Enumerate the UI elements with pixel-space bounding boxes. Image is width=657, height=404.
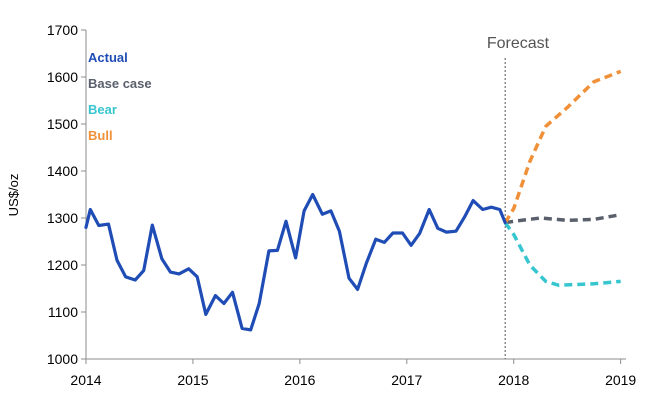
series-line-actual xyxy=(84,192,507,332)
y-tick-label: 1200 xyxy=(47,257,78,273)
y-tick-label: 1500 xyxy=(47,116,78,132)
y-tick-label: 1700 xyxy=(47,22,78,38)
legend-item-actual: Actual xyxy=(88,50,128,65)
y-axis-title: US$/oz xyxy=(6,174,21,217)
series-line-bear xyxy=(503,221,621,287)
y-tick-label: 1100 xyxy=(48,304,78,320)
x-tick-label: 2014 xyxy=(70,372,101,388)
y-tick-label: 1300 xyxy=(47,210,78,226)
y-tick-label: 1400 xyxy=(47,163,78,179)
x-tick-label: 2015 xyxy=(177,372,208,388)
x-tick-label: 2016 xyxy=(284,372,315,388)
x-tick-label: 2017 xyxy=(391,372,422,388)
legend-item-bear: Bear xyxy=(88,102,117,117)
x-axis-ticks: 2014 2015 2016 2017 2018 2019 xyxy=(70,359,636,388)
x-tick-label: 2018 xyxy=(498,372,529,388)
legend-item-bull: Bull xyxy=(88,128,113,143)
series-line-bull xyxy=(503,69,622,224)
y-tick-label: 1000 xyxy=(47,351,78,367)
forecast-label: Forecast xyxy=(487,35,550,52)
legend: Actual Base case Bear Bull xyxy=(88,50,152,143)
series-lines xyxy=(84,69,622,332)
x-tick-label: 2019 xyxy=(605,372,636,388)
axes xyxy=(85,30,626,360)
y-axis-ticks: 1000 1100 1200 1300 1400 1500 1600 1700 xyxy=(47,22,86,367)
forecast-marker: Forecast xyxy=(487,35,550,359)
legend-item-base-case: Base case xyxy=(88,76,152,91)
y-tick-label: 1600 xyxy=(47,69,78,85)
series-line-base-case xyxy=(504,212,622,225)
